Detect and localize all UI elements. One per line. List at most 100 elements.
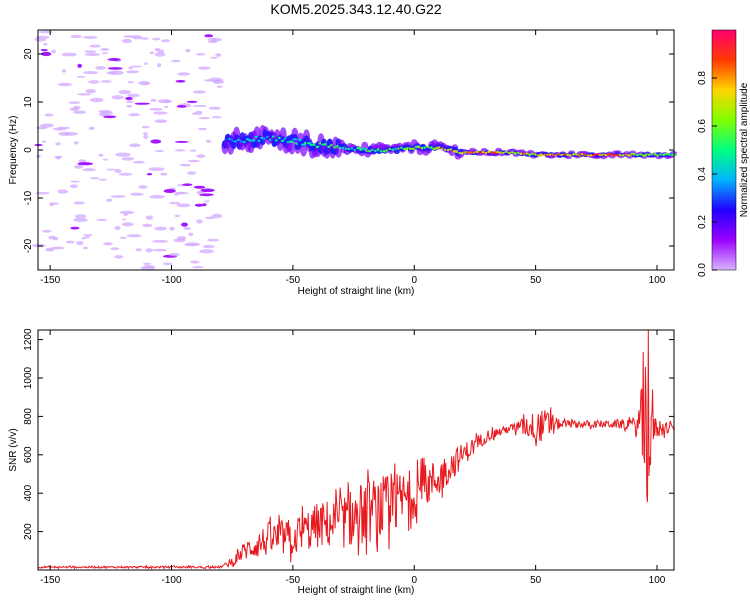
noise-blob: [76, 241, 84, 246]
noise-blob: [216, 85, 223, 88]
noise-blob: [76, 75, 86, 78]
noise-blob: [73, 217, 88, 222]
noise-blob: [196, 154, 206, 158]
noise-blob: [205, 139, 212, 143]
noise-blob: [119, 210, 135, 215]
noise-blob: [55, 142, 61, 146]
noise-blob: [70, 180, 80, 183]
noise-blob: [143, 62, 148, 65]
noise-blob: [205, 216, 215, 220]
noise-blob: [106, 198, 113, 202]
noise-blob: [150, 99, 157, 102]
noise-blob: [142, 262, 151, 265]
spectrogram-x-axis: -150 -100 -50 0 50 100: [40, 30, 666, 286]
noise-blob: [122, 218, 126, 221]
noise-blob: [108, 70, 124, 76]
noise-blob: [52, 202, 60, 205]
noise-blob: [141, 125, 150, 129]
noise-blob: [176, 105, 187, 108]
noise-blob: [75, 214, 87, 219]
ridge-core: [301, 143, 307, 146]
noise-blob: [85, 236, 90, 239]
snr-panel: -150 -100 -50 0 50 100 200 400 600 800 1000 1200 H…: [8, 328, 675, 596]
noise-blob: [74, 165, 83, 169]
noise-blob: [189, 149, 197, 152]
noise-blob: [175, 191, 185, 195]
noise-blob: [103, 115, 117, 119]
noise-blob: [119, 236, 127, 239]
noise-blob: [73, 110, 87, 114]
noise-blob: [101, 111, 113, 116]
colorbar-label: Normalized spectral amplitude: [739, 82, 750, 217]
colorbar-tick-label: 0.2: [697, 215, 708, 229]
noise-blob: [102, 158, 109, 161]
noise-blob: [57, 189, 69, 194]
noise-blob: [127, 67, 134, 70]
noise-blob: [65, 240, 75, 244]
noise-blob: [173, 238, 186, 243]
noise-blob: [128, 113, 141, 117]
colorbar-tick-label: 0.6: [697, 119, 708, 133]
noise-blob: [208, 106, 221, 110]
noise-blob: [48, 235, 56, 240]
noise-blob: [211, 116, 222, 119]
snr-x-label: Height of straight line (km): [298, 585, 415, 596]
noise-blob: [212, 79, 221, 83]
noise-blob: [169, 226, 175, 231]
noise-blob: [174, 149, 186, 152]
noise-blob: [143, 132, 148, 135]
noise-blob: [118, 172, 133, 176]
y-tick-label: 1200: [23, 328, 34, 351]
spectrogram-y-axis: -20 -10 0 10 20: [23, 48, 674, 253]
noise-blob: [143, 134, 149, 140]
noise-blob: [150, 139, 162, 144]
noise-blob: [130, 192, 144, 196]
noise-blob: [195, 110, 203, 116]
noise-blob: [100, 48, 110, 51]
colorbar-gradient: [711, 29, 737, 271]
noise-blob: [84, 50, 97, 53]
noise-blob: [36, 35, 50, 39]
x-tick-label: -150: [40, 575, 60, 586]
noise-blob: [179, 163, 191, 167]
noise-blob: [73, 201, 85, 205]
noise-blob: [126, 100, 134, 103]
noise-blob: [114, 255, 124, 259]
noise-blob: [118, 90, 131, 95]
noise-blob: [82, 71, 99, 75]
noise-blob: [61, 52, 77, 57]
noise-blob: [199, 249, 215, 254]
noise-blob: [194, 203, 204, 207]
y-tick-label: 800: [23, 408, 34, 425]
noise-blob: [152, 37, 161, 41]
ridge-band: [230, 140, 237, 150]
noise-blob: [77, 93, 92, 96]
noise-blob: [41, 140, 47, 143]
noise-blob: [40, 123, 54, 128]
noise-blob: [68, 101, 81, 104]
colorbar: 0.0 0.2 0.4 0.6 0.8 Normalized spectral ampl…: [697, 29, 750, 277]
noise-blob: [129, 143, 141, 148]
noise-blob: [187, 171, 197, 175]
snr-plot-area: [38, 330, 674, 570]
noise-blob: [96, 218, 108, 221]
noise-blob: [132, 160, 145, 164]
noise-blob: [126, 234, 142, 238]
noise-blob: [69, 184, 78, 188]
y-tick-label: 0: [23, 147, 34, 153]
noise-blob: [41, 229, 52, 233]
noise-blob: [177, 72, 191, 76]
noise-blob: [125, 70, 140, 74]
noise-blob: [199, 193, 214, 197]
noise-blob: [160, 172, 168, 176]
noise-blob: [154, 226, 167, 231]
noise-blob: [111, 95, 124, 100]
noise-blob: [215, 53, 222, 57]
noise-blob: [211, 213, 223, 219]
noise-blob: [101, 52, 109, 55]
y-tick-label: 200: [23, 523, 34, 540]
noise-blob: [174, 140, 189, 143]
noise-blob: [198, 117, 211, 120]
noise-blob: [82, 168, 96, 172]
noise-blob: [84, 53, 101, 56]
